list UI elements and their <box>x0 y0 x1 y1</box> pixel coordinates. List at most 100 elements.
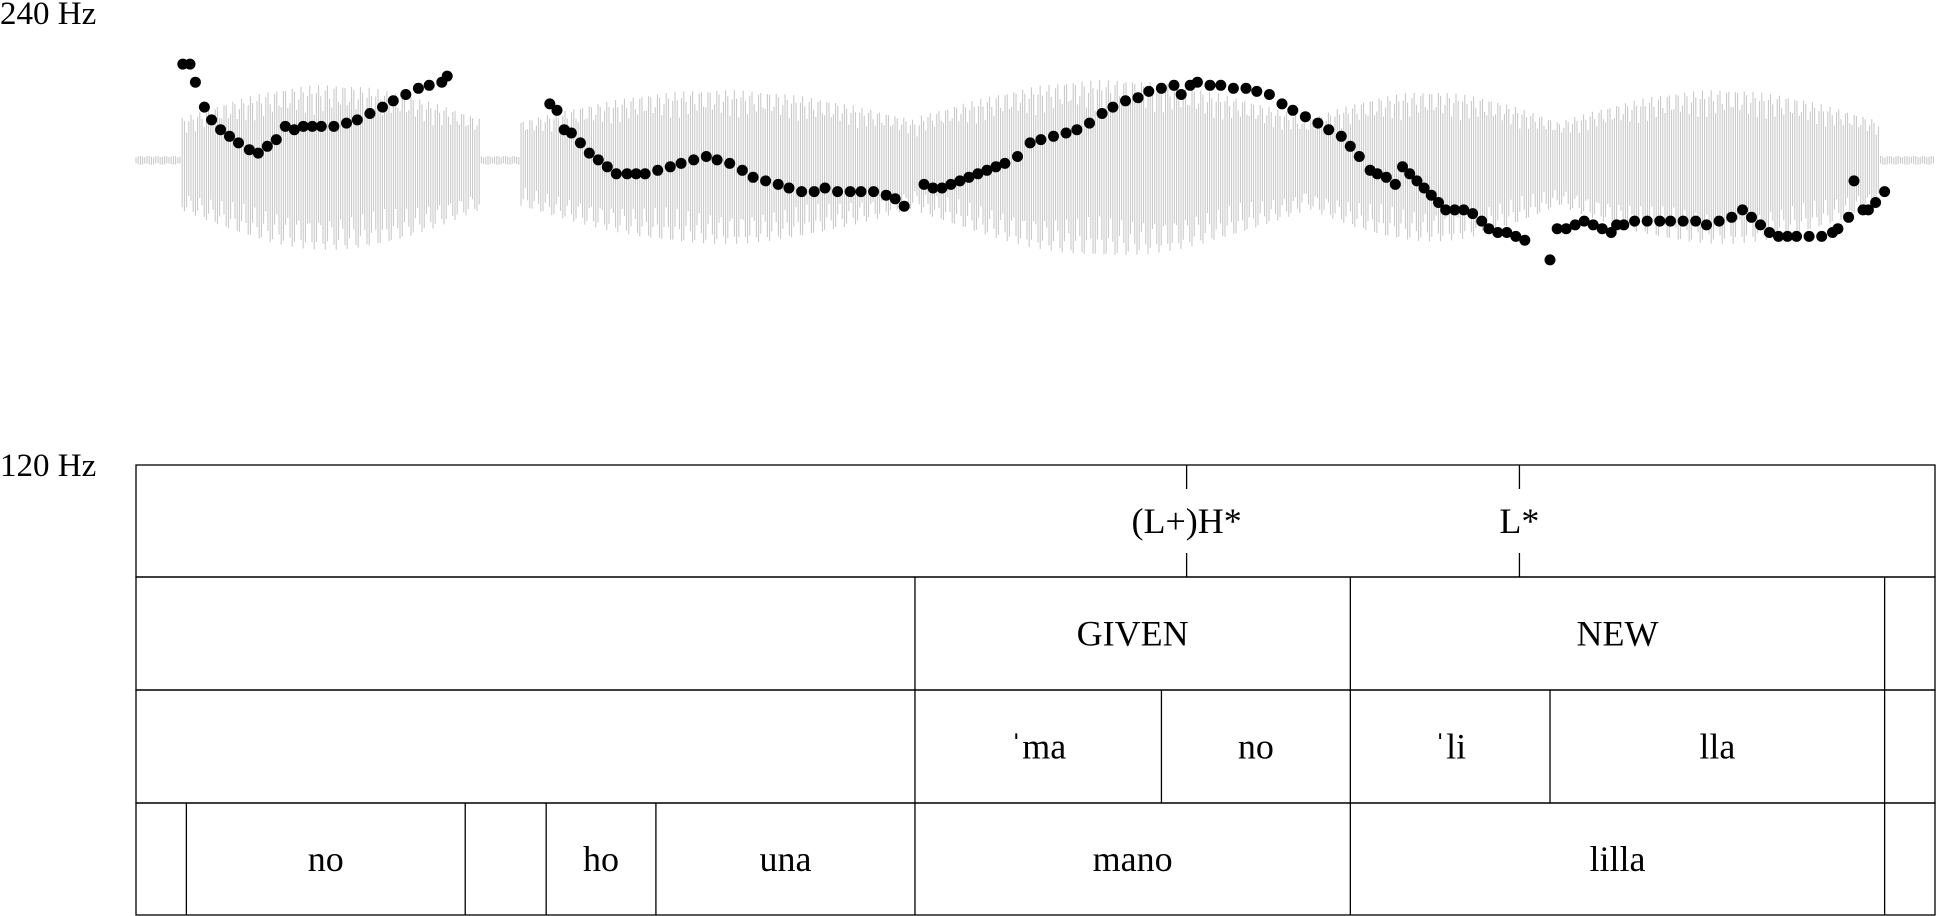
pitch-point <box>1168 79 1180 91</box>
pitch-point <box>621 168 633 180</box>
pitch-point <box>400 89 412 100</box>
pitch-point <box>1764 227 1775 238</box>
pitch-point <box>868 186 880 198</box>
pitch-point <box>583 147 595 159</box>
pitch-point <box>1544 254 1556 266</box>
pitch-point <box>1227 82 1239 94</box>
waveform-trace <box>135 80 1934 255</box>
pitch-point <box>1803 230 1815 242</box>
pitch-point <box>198 101 210 113</box>
pitch-point <box>1843 211 1855 223</box>
pitch-point <box>224 130 235 142</box>
information-structure-label: GIVEN <box>1077 614 1189 654</box>
pitch-point <box>1132 92 1144 104</box>
pitch-point <box>1467 208 1479 220</box>
pitch-point <box>819 182 831 194</box>
syllables-label: ˈma <box>1010 727 1066 767</box>
pitch-point <box>574 137 586 149</box>
pitch-point <box>288 124 300 136</box>
pitch-point <box>1605 227 1617 238</box>
pitch-point <box>1433 197 1444 208</box>
pitch-point <box>1404 168 1416 180</box>
pitch-point <box>1713 215 1725 227</box>
waveform <box>135 80 1934 255</box>
pitch-point <box>544 98 556 110</box>
pitch-point <box>1397 161 1408 173</box>
pitch-point <box>387 95 399 107</box>
pitch-point <box>610 168 622 180</box>
pitch-point <box>664 161 676 173</box>
pitch-point <box>1862 204 1874 216</box>
words-label: una <box>759 839 811 879</box>
pitch-point <box>1519 234 1531 246</box>
pitch-point <box>972 168 984 180</box>
pitch-point <box>261 140 273 152</box>
pitch-point <box>783 182 795 194</box>
pitch-point <box>1629 215 1641 227</box>
pitch-point <box>1746 211 1757 223</box>
tone-label: (L+)H* <box>1131 501 1241 541</box>
axis-label-240hz: 240 Hz <box>0 0 96 32</box>
pitch-point <box>1665 215 1676 227</box>
pitch-point <box>639 168 651 180</box>
tier-words-box <box>135 802 1936 916</box>
pitch-point <box>1411 175 1423 187</box>
pitch-point <box>341 117 352 129</box>
pitch-point <box>1677 215 1689 227</box>
pitch-point <box>796 186 808 198</box>
pitch-point <box>1096 108 1108 119</box>
pitch-point <box>963 171 975 183</box>
pitch-point <box>1618 219 1630 231</box>
pitch-point <box>233 137 244 149</box>
pitch-point <box>889 193 901 205</box>
pitch-point <box>1690 215 1702 227</box>
pitch-point <box>215 124 227 136</box>
pitch-point <box>1215 79 1227 91</box>
pitch-point <box>981 164 993 176</box>
pitch-point <box>565 127 577 139</box>
pitch-point <box>1371 168 1383 180</box>
pitch-point <box>1380 171 1392 183</box>
pitch-point <box>270 134 282 146</box>
syllables-label: ˈli <box>1434 727 1466 767</box>
pitch-point <box>1440 204 1452 216</box>
pitch-point <box>1587 219 1599 231</box>
pitch-point <box>364 108 376 119</box>
pitch-point <box>990 161 1002 173</box>
pitch-point <box>1596 223 1608 235</box>
pitch-point <box>1510 230 1522 242</box>
pitch-point <box>736 164 748 176</box>
pitch-point <box>1641 215 1653 227</box>
words-label: ho <box>583 839 619 879</box>
pitch-point <box>206 114 218 126</box>
pitch-point <box>918 178 930 190</box>
pitch-point <box>601 161 613 173</box>
pitch-point <box>1879 186 1891 198</box>
pitch-contour <box>177 58 1891 266</box>
pitch-point <box>441 70 453 82</box>
pitch-point <box>315 120 327 132</box>
information-structure-label: NEW <box>1576 614 1658 654</box>
pitch-point <box>832 186 844 198</box>
pitch-point <box>252 147 264 159</box>
pitch-point <box>1335 130 1347 142</box>
pitch-point <box>1048 130 1059 142</box>
pitch-point <box>700 151 712 162</box>
pitch-point <box>1024 137 1036 149</box>
tier-tones-box <box>135 464 1936 578</box>
pitch-point <box>297 120 309 132</box>
pitch-point <box>945 178 957 190</box>
pitch-point <box>772 178 784 190</box>
pitch-point <box>1737 204 1748 216</box>
pitch-point <box>675 157 687 169</box>
pitch-point <box>1492 227 1504 238</box>
pitch-point <box>1323 124 1335 136</box>
pitch-point <box>1240 82 1252 94</box>
pitch-point <box>1287 104 1299 116</box>
annotation-grid <box>135 464 1936 916</box>
pitch-point <box>1578 215 1590 227</box>
pitch-point <box>1418 182 1430 194</box>
pitch-point <box>1060 127 1072 139</box>
pitch-point <box>1143 85 1155 97</box>
